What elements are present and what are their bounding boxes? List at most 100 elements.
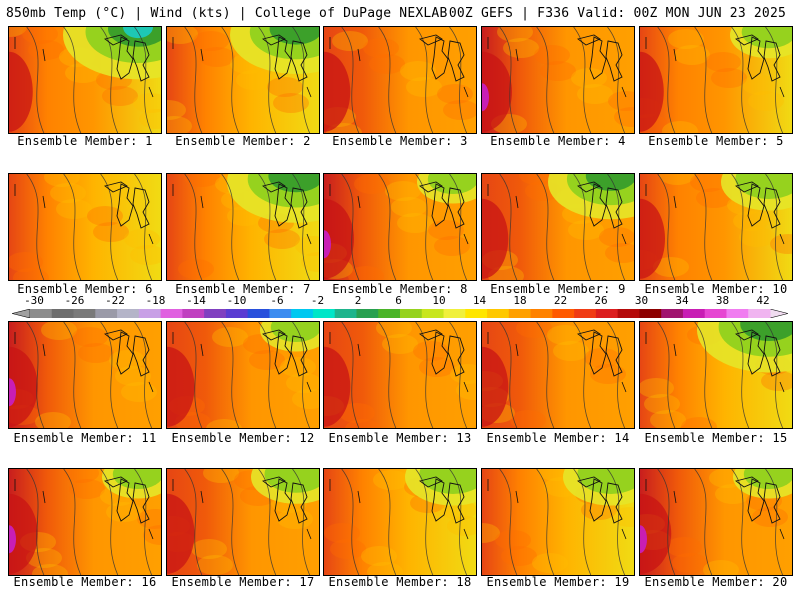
ensemble-map-panel bbox=[166, 321, 320, 429]
ensemble-map-panel bbox=[323, 468, 477, 576]
ensemble-map-panel bbox=[639, 26, 793, 134]
colorbar-segment bbox=[421, 309, 445, 318]
ensemble-map-panel bbox=[323, 321, 477, 429]
ensemble-member-label: Ensemble Member: 13 bbox=[328, 431, 472, 445]
colorbar-segment bbox=[661, 309, 684, 318]
ensemble-map-panel bbox=[323, 26, 477, 134]
ensemble-map-panel bbox=[481, 321, 635, 429]
ensemble-member-label: Ensemble Member: 16 bbox=[13, 575, 157, 589]
temperature-field-map bbox=[167, 174, 319, 280]
ensemble-map-panel bbox=[323, 173, 477, 281]
colorbar-segment bbox=[508, 309, 532, 318]
colorbar-segment bbox=[312, 309, 336, 318]
colorbar-segment bbox=[465, 309, 488, 318]
colorbar-segment bbox=[552, 309, 575, 318]
colorbar-tick-label: 38 bbox=[715, 294, 730, 307]
colorbar-tick-label: -2 bbox=[310, 294, 325, 307]
colorbar-segment bbox=[639, 309, 662, 318]
colorbar-segment bbox=[247, 309, 270, 318]
temperature-field-map bbox=[324, 174, 476, 280]
colorbar-tick-label: 6 bbox=[395, 294, 402, 307]
ensemble-member-label: Ensemble Member: 15 bbox=[644, 431, 788, 445]
ensemble-member-label: Ensemble Member: 12 bbox=[171, 431, 315, 445]
colorbar-tick-label: 18 bbox=[513, 294, 527, 307]
colorbar-segment bbox=[334, 309, 357, 318]
colorbar-tick-label: 10 bbox=[432, 294, 446, 307]
colorbar-tick-label: 2 bbox=[354, 294, 362, 307]
temperature-field-map bbox=[482, 27, 634, 133]
ensemble-map-panel bbox=[481, 468, 635, 576]
colorbar-tick-label: -6 bbox=[270, 294, 284, 307]
colorbar-segment bbox=[30, 309, 53, 318]
colorbar-segment bbox=[73, 309, 96, 318]
colorbar-segment bbox=[530, 309, 553, 318]
colorbar-segment bbox=[400, 309, 423, 318]
colorbar-tick-label: 14 bbox=[472, 294, 487, 307]
ensemble-member-label: Ensemble Member: 6 bbox=[17, 282, 153, 296]
temperature-field-map bbox=[324, 27, 476, 133]
colorbar-tick-label: 26 bbox=[594, 294, 608, 307]
colorbar-tick-label: -14 bbox=[186, 294, 206, 307]
colorbar-segment bbox=[291, 309, 314, 318]
temperature-colorbar-legend: -30 -26 -22 -18 -14 -10 -6 -2 2 6 10 14 18 22 26 30 34 38… bbox=[0, 294, 800, 320]
ensemble-member-label: Ensemble Member: 3 bbox=[332, 134, 468, 148]
colorbar-segment bbox=[378, 309, 401, 318]
colorbar-tick-label: -10 bbox=[226, 294, 247, 307]
colorbar-segment bbox=[617, 309, 640, 318]
ensemble-member-label: Ensemble Member: 11 bbox=[13, 431, 157, 445]
ensemble-map-panel bbox=[639, 321, 793, 429]
colorbar bbox=[12, 309, 788, 318]
colorbar-segment bbox=[138, 309, 162, 318]
colorbar-tick-label: 34 bbox=[675, 294, 689, 307]
ensemble-member-label: Ensemble Member: 17 bbox=[171, 575, 315, 589]
colorbar-segment bbox=[204, 309, 227, 318]
ensemble-member-label: Ensemble Member: 4 bbox=[490, 134, 626, 148]
colorbar-tick-label: 30 bbox=[634, 294, 649, 307]
ensemble-map-panel bbox=[8, 321, 162, 429]
colorbar-segment bbox=[356, 309, 379, 318]
temperature-field-map bbox=[640, 174, 792, 280]
ensemble-member-label: Ensemble Member: 10 bbox=[644, 282, 788, 296]
ensemble-member-label: Ensemble Member: 1 bbox=[17, 134, 153, 148]
temperature-field-map bbox=[167, 322, 319, 428]
colorbar-segment bbox=[748, 309, 771, 318]
ensemble-member-label: Ensemble Member: 8 bbox=[332, 282, 468, 296]
ensemble-map-panel bbox=[481, 173, 635, 281]
ensemble-member-label: Ensemble Member: 20 bbox=[644, 575, 788, 589]
temperature-field-map bbox=[324, 322, 476, 428]
colorbar-segment bbox=[95, 309, 118, 318]
ensemble-map-panel bbox=[166, 26, 320, 134]
temperature-field-map bbox=[640, 469, 792, 575]
colorbar-segment bbox=[487, 309, 510, 318]
temperature-field-map bbox=[640, 322, 792, 428]
colorbar-segment bbox=[117, 309, 140, 318]
colorbar-segment bbox=[160, 309, 183, 318]
ensemble-member-label: Ensemble Member: 18 bbox=[328, 575, 472, 589]
colorbar-segment bbox=[595, 309, 619, 318]
colorbar-tick-label: -18 bbox=[145, 294, 166, 307]
ensemble-map-panel bbox=[8, 173, 162, 281]
temperature-field-map bbox=[9, 322, 161, 428]
colorbar-segment bbox=[726, 309, 749, 318]
colorbar-tick-label: -26 bbox=[64, 294, 85, 307]
temperature-field-map bbox=[640, 27, 792, 133]
colorbar-segment bbox=[51, 309, 75, 318]
temperature-field-map bbox=[167, 27, 319, 133]
ensemble-map-panel bbox=[639, 468, 793, 576]
colorbar-tick-label: 42 bbox=[756, 294, 770, 307]
ensemble-member-label: Ensemble Member: 14 bbox=[486, 431, 630, 445]
ensemble-map-panel bbox=[166, 468, 320, 576]
ensemble-map-panel bbox=[639, 173, 793, 281]
colorbar-segment bbox=[704, 309, 727, 318]
ensemble-member-label: Ensemble Member: 2 bbox=[175, 134, 311, 148]
ensemble-member-label: Ensemble Member: 5 bbox=[648, 134, 784, 148]
temperature-field-map bbox=[9, 27, 161, 133]
ensemble-member-label: Ensemble Member: 9 bbox=[490, 282, 626, 296]
colorbar-tick-label: 22 bbox=[553, 294, 568, 307]
temperature-field-map bbox=[167, 469, 319, 575]
colorbar-segment bbox=[225, 309, 249, 318]
ensemble-map-panel bbox=[166, 173, 320, 281]
colorbar-segment bbox=[182, 309, 205, 318]
colorbar-segment bbox=[269, 309, 292, 318]
run-valid-time: 00Z GEFS | F336 Valid: 00Z MON JUN 23 20… bbox=[448, 6, 786, 21]
